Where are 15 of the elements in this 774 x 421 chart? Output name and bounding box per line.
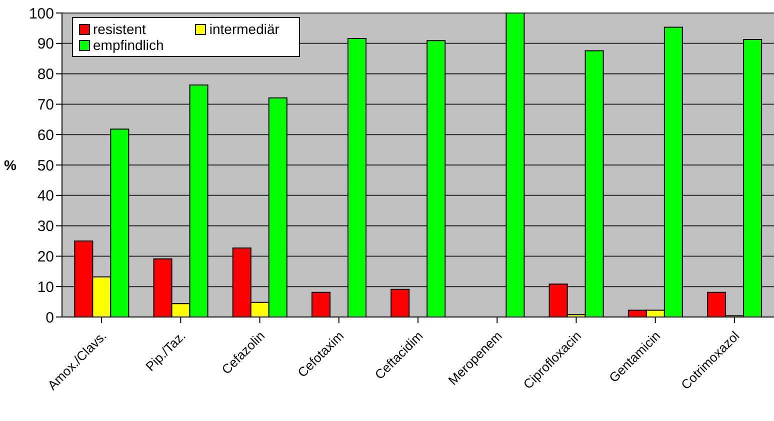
y-tick-label: 80	[37, 66, 54, 84]
y-tick-label: 70	[37, 96, 54, 114]
y-tick-label: 60	[37, 126, 54, 144]
y-tick-label: 0	[46, 309, 54, 326]
y-tick-label: 90	[37, 36, 54, 53]
legend-label: empfindlich	[93, 37, 164, 53]
y-tick-label: 50	[37, 157, 54, 174]
legend-label: resistent	[93, 21, 146, 37]
y-axis-title: %	[4, 156, 17, 173]
y-tick-label: 40	[37, 188, 54, 205]
y-tick-label: 100	[28, 5, 54, 22]
legend-label: intermediär	[209, 21, 280, 37]
y-tick-label: 10	[37, 278, 54, 296]
y-tick-label: 20	[37, 248, 54, 266]
y-tick-label: 30	[37, 218, 54, 236]
